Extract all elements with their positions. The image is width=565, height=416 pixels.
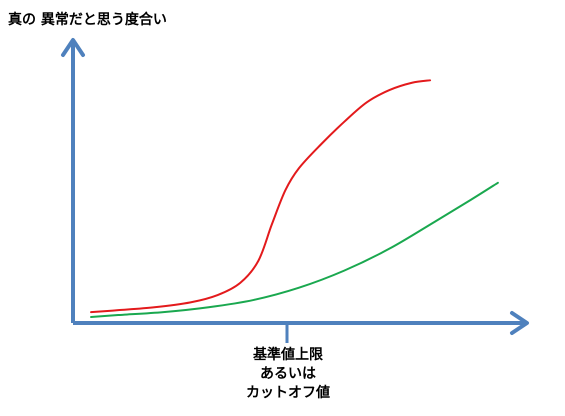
y-axis-arrowhead bbox=[61, 38, 85, 57]
series-line-2 bbox=[90, 181, 499, 318]
series-line-1 bbox=[90, 79, 432, 314]
series-group bbox=[90, 79, 499, 318]
x-marker-label: 基準値上限 あるいは カットオフ値 bbox=[198, 346, 378, 403]
x-marker-label-line-3: カットオフ値 bbox=[246, 385, 330, 401]
x-marker-label-line-1: 基準値上限 bbox=[253, 347, 323, 363]
x-axis-arrowhead bbox=[510, 311, 529, 335]
x-marker-label-line-2: あるいは bbox=[260, 366, 316, 382]
y-axis-title: 真の 異常だと思う度合い bbox=[8, 12, 167, 28]
